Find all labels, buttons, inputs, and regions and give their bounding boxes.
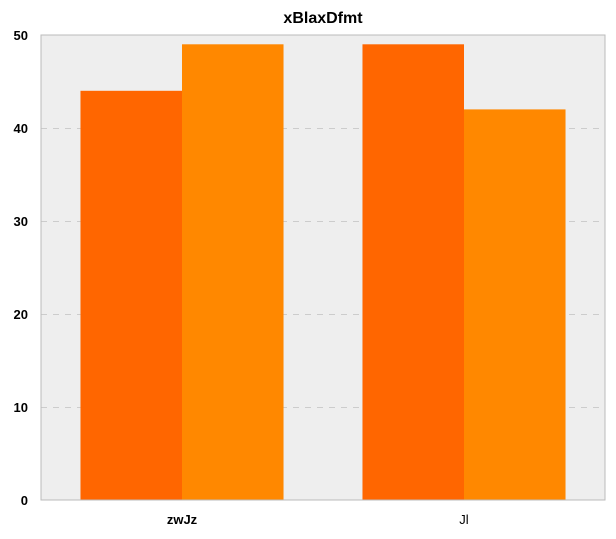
y-tick-label-10: 10 — [14, 400, 28, 415]
bar-zwJz-series-1 — [80, 90, 182, 501]
x-tick-label-zwJz: zwJz — [167, 512, 198, 527]
y-tick-label-20: 20 — [14, 307, 28, 322]
y-tick-label-0: 0 — [21, 493, 28, 508]
y-tick-label-40: 40 — [14, 121, 28, 136]
bar-zwJz-series-2 — [182, 44, 284, 501]
y-axis-ticks: 0 10 20 30 40 50 — [14, 28, 28, 508]
x-tick-label-Jl: Jl — [459, 512, 469, 527]
bar-Jl-series-2 — [464, 109, 566, 501]
y-tick-label-50: 50 — [14, 28, 28, 43]
y-tick-label-30: 30 — [14, 214, 28, 229]
bar-Jl-series-1 — [362, 44, 464, 501]
plot-border — [40, 34, 606, 501]
chart-title: xBlaxDfmt — [283, 10, 363, 27]
bars — [80, 44, 566, 501]
x-axis-ticks: zwJz Jl — [167, 512, 469, 527]
